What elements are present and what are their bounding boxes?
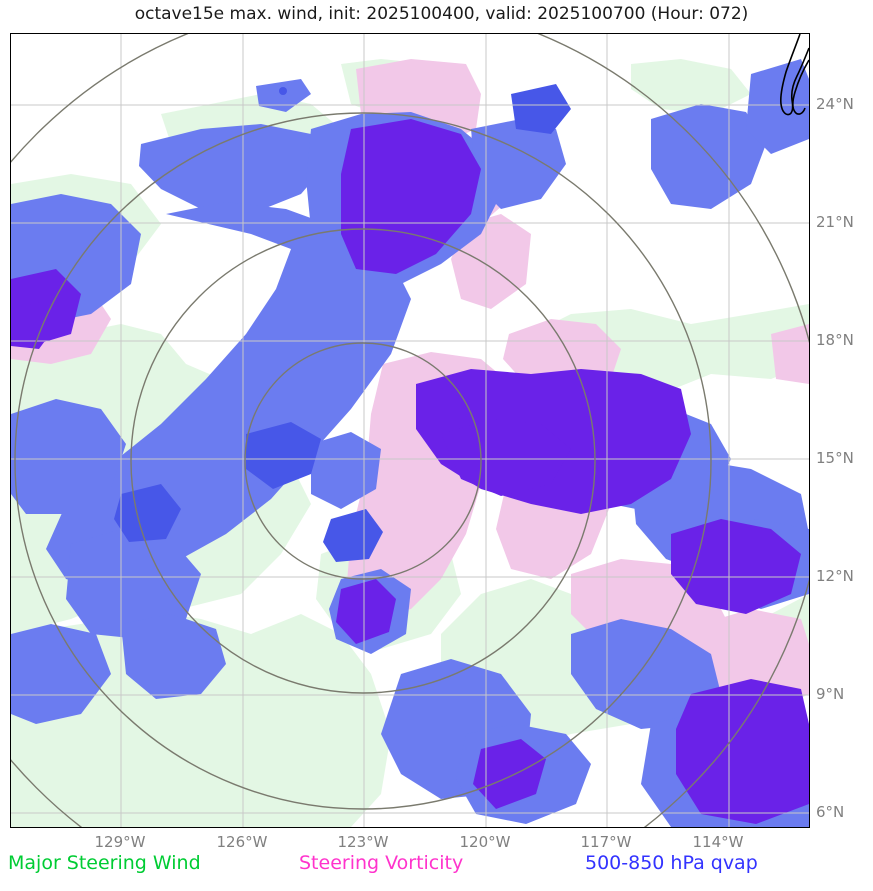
legend: Major Steering Wind Steering Vorticity 5… xyxy=(0,852,873,886)
legend-item-major-steering-wind: Major Steering Wind xyxy=(8,852,201,874)
layer-qvap-violet xyxy=(11,119,809,824)
lon-tick-117w: 117°W xyxy=(580,833,632,851)
lat-tick-15n: 15°N xyxy=(816,449,854,467)
lon-tick-120w: 120°W xyxy=(459,833,511,851)
map-canvas xyxy=(11,34,809,827)
lon-tick-123w: 123°W xyxy=(337,833,389,851)
range-rings xyxy=(11,34,809,827)
lon-tick-114w: 114°W xyxy=(692,833,744,851)
layer-qvap-darkblue xyxy=(114,84,571,562)
coastline xyxy=(779,34,809,116)
lat-tick-12n: 12°N xyxy=(816,567,854,585)
lat-tick-18n: 18°N xyxy=(816,331,854,349)
lat-tick-21n: 21°N xyxy=(816,213,854,231)
lon-tick-126w: 126°W xyxy=(216,833,268,851)
lat-tick-24n: 24°N xyxy=(816,95,854,113)
legend-item-qvap: 500-850 hPa qvap xyxy=(585,852,758,874)
lon-tick-129w: 129°W xyxy=(94,833,146,851)
legend-item-steering-vorticity: Steering Vorticity xyxy=(299,852,464,874)
lat-tick-6n: 6°N xyxy=(816,803,845,821)
map-plot-area xyxy=(10,33,810,828)
lat-tick-9n: 9°N xyxy=(816,685,845,703)
chart-title: octave15e max. wind, init: 2025100400, v… xyxy=(134,4,749,24)
map-speck xyxy=(279,87,287,95)
map-graticule xyxy=(11,34,809,827)
